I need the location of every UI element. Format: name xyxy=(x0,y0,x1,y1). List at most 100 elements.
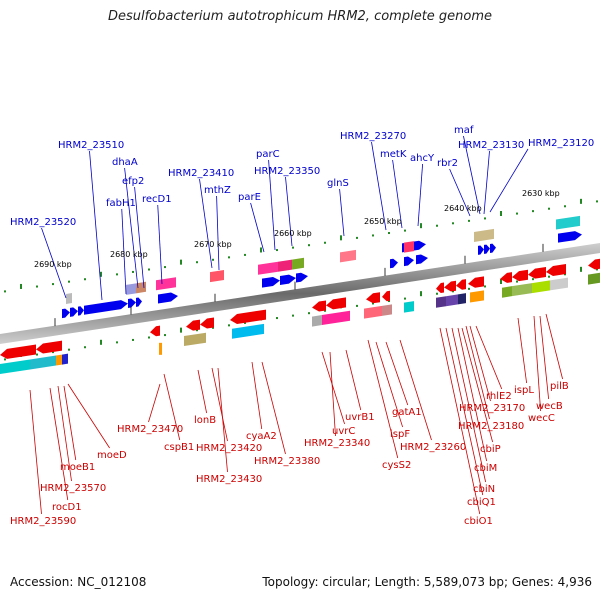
leader-line xyxy=(329,351,336,437)
feature-box xyxy=(56,354,62,366)
genome-summary-text: Topology: circular; Length: 5,589,073 bp… xyxy=(262,575,592,589)
gc-skew-dot xyxy=(132,270,134,273)
gene-label-bottom: cbiN xyxy=(473,484,495,495)
gc-skew-dot xyxy=(516,212,518,215)
gene-label-bottom: cbiO1 xyxy=(464,516,493,527)
forward-cds-arrow xyxy=(484,244,490,254)
gc-skew-dot xyxy=(516,280,518,283)
forward-cds-arrow xyxy=(262,277,280,288)
kbp-tick-label: 2660 kbp xyxy=(274,229,312,238)
gc-skew-dot xyxy=(36,285,38,288)
forward-cds-arrow xyxy=(70,307,78,317)
leader-line xyxy=(268,159,276,251)
gc-skew-dot xyxy=(244,321,246,324)
forward-cds-arrow xyxy=(280,274,296,285)
gc-skew-dot xyxy=(596,200,598,203)
leader-line xyxy=(199,178,213,269)
gene-label-bottom: cbiQ1 xyxy=(467,497,496,508)
feature-box xyxy=(62,353,68,365)
feature-box xyxy=(588,272,600,285)
feature-box xyxy=(159,342,162,355)
reverse-cds-arrow xyxy=(468,276,484,288)
gc-skew-dot xyxy=(68,280,70,283)
leader-line xyxy=(345,349,362,411)
gc-skew-dot xyxy=(580,266,582,272)
forward-cds-arrow xyxy=(416,254,428,265)
gene-label-bottom: rocD1 xyxy=(52,502,82,513)
gc-skew-dot xyxy=(484,217,486,220)
gc-skew-dot xyxy=(84,278,86,281)
reverse-cds-arrow xyxy=(382,290,390,302)
gc-skew-dot xyxy=(500,211,502,216)
gc-skew-dot xyxy=(340,235,342,241)
reverse-cds-arrow xyxy=(200,317,214,329)
feature-box xyxy=(312,315,322,327)
gene-label-bottom: rhlE2 xyxy=(486,391,512,402)
leader-line xyxy=(148,383,161,423)
gc-skew-dot xyxy=(36,353,38,356)
reverse-cds-arrow xyxy=(500,272,512,283)
leader-line xyxy=(63,385,77,461)
gc-skew-dot xyxy=(548,275,550,278)
reverse-cds-arrow xyxy=(36,340,62,354)
gc-skew-dot xyxy=(436,292,438,295)
leader-line xyxy=(392,159,403,229)
gene-label-top: rbr2 xyxy=(437,158,458,169)
genome-backbone xyxy=(0,243,600,344)
gene-label-bottom: pilB xyxy=(550,381,569,392)
gc-skew-dot xyxy=(292,314,294,317)
reverse-cds-arrow xyxy=(326,297,346,310)
gene-label-bottom: HRM2_23340 xyxy=(304,438,370,449)
gc-skew-dot xyxy=(564,273,566,276)
gene-label-bottom: HRM2_23380 xyxy=(254,456,320,467)
gc-skew-dot xyxy=(244,253,246,256)
gc-skew-dot xyxy=(372,302,374,305)
gc-skew-dot xyxy=(452,222,454,225)
gc-skew-dot xyxy=(4,290,6,293)
leader-line xyxy=(461,327,493,443)
gene-label-bottom: HRM2_23420 xyxy=(196,443,262,454)
gene-label-top: ahcY xyxy=(410,153,435,164)
feature-box xyxy=(436,296,446,308)
gene-label-bottom: wecB xyxy=(536,401,563,412)
forward-cds-arrow xyxy=(78,306,84,316)
leader-line xyxy=(399,339,432,441)
leader-line xyxy=(321,351,345,425)
leader-line xyxy=(49,387,69,501)
gc-skew-dot xyxy=(148,268,150,271)
leader-line xyxy=(367,339,399,459)
feature-box xyxy=(446,294,458,307)
feature-box xyxy=(404,301,414,313)
leader-line xyxy=(417,163,423,227)
gene-label-top: HRM2_23270 xyxy=(340,131,406,142)
gene-label-bottom: moeD xyxy=(97,450,127,461)
leader-line xyxy=(451,327,486,483)
gc-skew-dot xyxy=(132,338,134,341)
gene-label-top: HRM2_23350 xyxy=(254,166,320,177)
gene-label-bottom: uvrC xyxy=(332,426,355,437)
gc-skew-dot xyxy=(324,309,326,312)
gene-label-top: HRM2_23510 xyxy=(58,140,124,151)
gc-skew-dot xyxy=(180,259,182,265)
gc-skew-dot xyxy=(580,198,582,204)
feature-box xyxy=(126,283,136,295)
gc-skew-dot xyxy=(100,339,102,345)
reverse-cds-arrow xyxy=(230,309,266,324)
feature-box xyxy=(340,249,356,263)
leader-line xyxy=(463,135,481,215)
feature-box xyxy=(556,215,580,230)
gc-skew-dot xyxy=(420,291,422,297)
gc-skew-dot xyxy=(116,273,118,276)
leader-line xyxy=(216,195,220,271)
leader-line xyxy=(371,141,387,231)
gene-label-bottom: moeB1 xyxy=(60,462,95,473)
gc-skew-dot xyxy=(388,300,390,303)
kbp-tick-label: 2640 kbp xyxy=(444,204,482,213)
feature-box xyxy=(550,277,568,291)
kbp-tick-label: 2680 kbp xyxy=(110,250,148,259)
gene-label-bottom: cspB1 xyxy=(164,442,194,453)
feature-box xyxy=(184,332,206,347)
gc-skew-dot xyxy=(164,266,166,269)
feature-box xyxy=(458,293,466,305)
feature-box xyxy=(364,305,382,319)
